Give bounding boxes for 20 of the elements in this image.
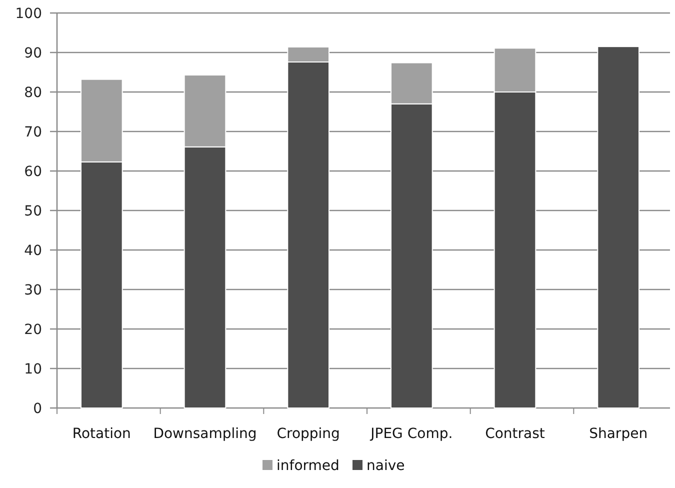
y-tick-label: 100 — [15, 6, 42, 22]
legend-label: informed — [276, 458, 340, 474]
y-tick-label: 80 — [24, 84, 42, 101]
x-tick-label: JPEG Comp. — [370, 426, 453, 442]
bar — [597, 46, 640, 408]
y-tick-label: 70 — [24, 124, 42, 140]
y-tick-label: 90 — [24, 45, 42, 62]
y-tick-label: 10 — [24, 361, 42, 378]
y-tick-label: 20 — [24, 322, 42, 338]
y-tick-label: 50 — [24, 203, 42, 220]
x-tick-label: Cropping — [276, 426, 340, 442]
x-tick-label: Rotation — [72, 426, 131, 442]
y-tick-label: 30 — [24, 282, 42, 298]
x-tick-label: Contrast — [485, 426, 546, 442]
y-tick-label: 40 — [24, 242, 42, 259]
y-tick-label: 0 — [33, 400, 42, 417]
y-tick-label: 60 — [24, 164, 42, 180]
legend-label: naive — [366, 458, 405, 474]
x-tick-label: Sharpen — [589, 426, 648, 442]
x-tick-label: Downsampling — [153, 426, 257, 442]
